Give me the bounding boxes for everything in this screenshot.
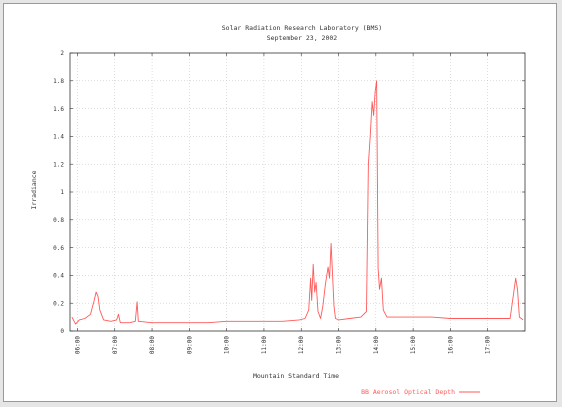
- x-tick-label: 11:00: [261, 336, 268, 354]
- chart-subtitle: September 23, 2002: [267, 34, 338, 42]
- x-tick-label: 13:00: [336, 336, 343, 354]
- x-tick-label: 15:00: [410, 336, 417, 354]
- x-tick-label: 12:00: [298, 336, 305, 354]
- x-tick-label: 06:00: [74, 336, 81, 354]
- chart-title: Solar Radiation Research Laboratory (BMS…: [222, 24, 382, 32]
- y-tick-label: 1: [60, 189, 64, 196]
- x-tick-label: 08:00: [149, 336, 156, 354]
- y-axis-label: Irradiance: [30, 170, 38, 209]
- y-tick-label: 0.2: [53, 300, 64, 307]
- chart-frame: [3, 3, 557, 402]
- legend-label-bb-aerosol: BB Aerosol Optical Depth: [361, 388, 455, 396]
- series-line-0: [71, 80, 524, 325]
- axis-layer: 0 0.2 0.4 0.6 0.8 1 1.2 1.4 1.6 1.8 2 06:00 07:00 08:…: [53, 50, 526, 354]
- grid-layer: [70, 53, 525, 331]
- y-tick-label: 1.6: [53, 106, 64, 113]
- series-layer: [71, 80, 524, 325]
- y-tick-label: 1.8: [53, 78, 64, 85]
- x-axis-label: Mountain Standard Time: [253, 372, 339, 380]
- y-tick-label: 0.4: [53, 273, 64, 280]
- x-tick-label: 16:00: [447, 336, 454, 354]
- x-tick-label: 07:00: [112, 336, 119, 354]
- x-tick-label: 09:00: [186, 336, 193, 354]
- y-tick-label: 0.8: [53, 217, 64, 224]
- x-tick-label: 14:00: [373, 336, 380, 354]
- y-tick-label: 0.6: [53, 245, 64, 252]
- y-tick-label: 2: [60, 50, 64, 57]
- legend: BB Aerosol Optical Depth: [361, 388, 480, 396]
- y-tick-label: 1.2: [53, 161, 64, 168]
- x-tick-label: 17:00: [485, 336, 492, 354]
- y-tick-label: 0: [60, 328, 64, 335]
- y-tick-label: 1.4: [53, 134, 64, 141]
- x-tick-label: 10:00: [224, 336, 231, 354]
- plot-border: [69, 52, 526, 332]
